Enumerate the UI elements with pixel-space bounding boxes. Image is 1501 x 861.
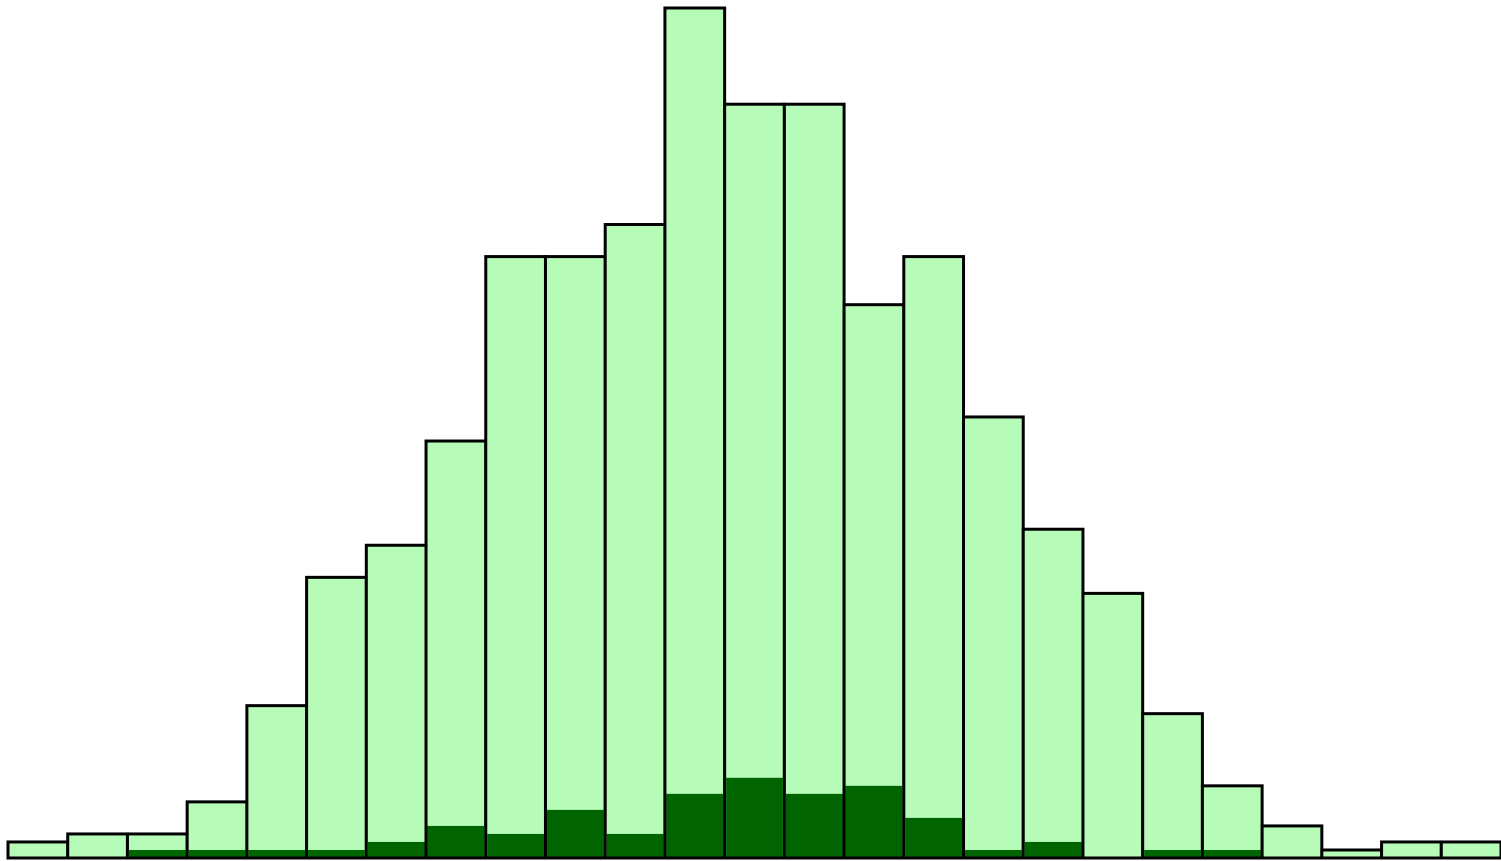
bar-total-10 <box>603 223 667 860</box>
bar-total-16 <box>962 415 1025 860</box>
bar-subset-3 <box>188 849 246 858</box>
bar-total-19 <box>1141 712 1204 860</box>
bar-subset-13 <box>785 793 843 858</box>
bar-subset-9 <box>546 809 604 858</box>
series-subset-bars <box>128 777 1261 858</box>
bar-subset-4 <box>248 849 306 858</box>
bar-total-11 <box>663 6 727 860</box>
bar-subset-12 <box>726 777 783 858</box>
bar-total-4 <box>245 704 309 860</box>
bar-total-0 <box>6 840 70 860</box>
bar-subset-11 <box>666 793 724 858</box>
bar-total-20 <box>1200 784 1264 860</box>
bar-total-15 <box>902 255 966 860</box>
bar-total-3 <box>185 800 249 860</box>
bar-total-23 <box>1380 840 1443 860</box>
bar-total-14 <box>842 303 906 860</box>
bar-total-9 <box>543 255 607 860</box>
bar-subset-8 <box>487 833 544 858</box>
bar-subset-2 <box>128 849 186 858</box>
bar-total-13 <box>782 102 846 860</box>
bar-total-18 <box>1081 591 1145 860</box>
bar-total-1 <box>66 832 129 860</box>
bar-total-21 <box>1260 824 1324 860</box>
bar-subset-6 <box>367 841 425 858</box>
bar-subset-19 <box>1144 849 1201 858</box>
bar-subset-20 <box>1203 849 1261 858</box>
bar-subset-17 <box>1024 841 1082 858</box>
bar-subset-10 <box>606 833 664 858</box>
bar-subset-7 <box>427 825 485 858</box>
bar-total-6 <box>364 543 428 860</box>
series-total-bars <box>6 6 1501 860</box>
bar-total-8 <box>484 255 547 860</box>
bar-subset-16 <box>965 849 1022 858</box>
bar-subset-5 <box>308 849 365 858</box>
bar-total-12 <box>723 102 786 860</box>
bar-subset-14 <box>845 785 903 858</box>
bar-total-17 <box>1021 527 1085 860</box>
bar-total-5 <box>305 575 368 860</box>
bar-total-7 <box>424 439 488 860</box>
bar-subset-15 <box>905 817 963 858</box>
bar-total-24 <box>1439 840 1501 860</box>
